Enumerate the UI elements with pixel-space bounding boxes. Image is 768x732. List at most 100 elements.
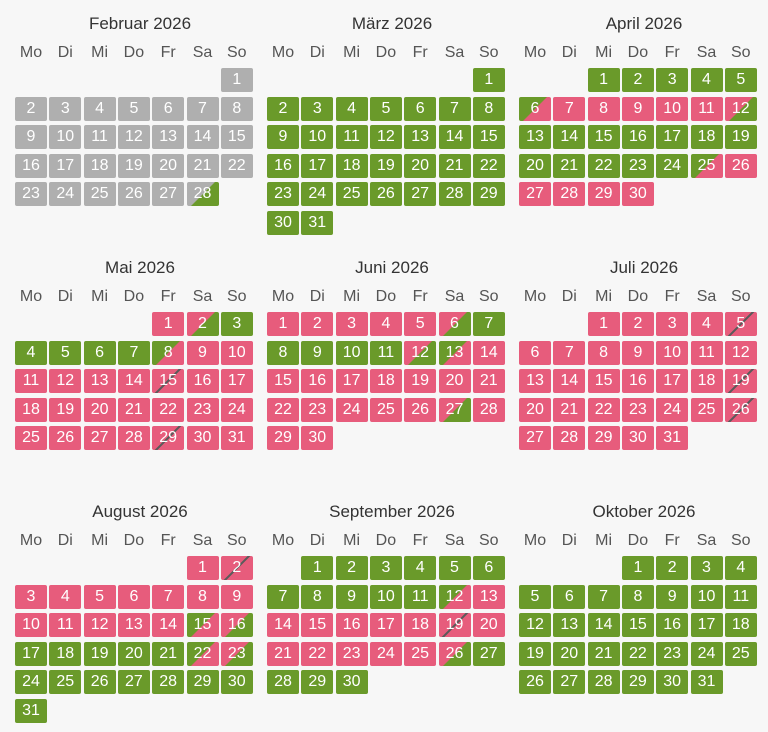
day-cell[interactable]: 6 bbox=[83, 340, 116, 365]
day-cell[interactable]: 29 bbox=[267, 426, 299, 450]
day-cell[interactable]: 21 bbox=[553, 397, 586, 422]
day-cell[interactable]: 25 bbox=[690, 153, 723, 178]
day-cell[interactable]: 22 bbox=[472, 153, 505, 178]
day-cell[interactable]: 29 bbox=[621, 670, 654, 694]
day-cell[interactable]: 15 bbox=[152, 369, 185, 393]
day-cell[interactable]: 14 bbox=[438, 125, 471, 149]
day-cell[interactable]: 23 bbox=[267, 182, 299, 206]
day-cell[interactable]: 30 bbox=[220, 670, 253, 694]
day-cell[interactable]: 3 bbox=[369, 556, 402, 580]
day-cell[interactable]: 24 bbox=[656, 397, 689, 422]
day-cell[interactable]: 10 bbox=[690, 584, 723, 609]
day-cell[interactable]: 19 bbox=[724, 125, 757, 149]
day-cell[interactable]: 3 bbox=[656, 312, 689, 336]
day-cell[interactable]: 31 bbox=[656, 426, 689, 450]
day-cell[interactable]: 22 bbox=[267, 397, 299, 422]
day-cell[interactable]: 15 bbox=[587, 369, 620, 393]
day-cell[interactable]: 27 bbox=[83, 426, 116, 450]
day-cell[interactable]: 13 bbox=[472, 584, 505, 609]
day-cell[interactable]: 3 bbox=[301, 96, 334, 121]
day-cell[interactable]: 17 bbox=[335, 369, 368, 393]
day-cell[interactable]: 13 bbox=[117, 613, 150, 637]
day-cell[interactable]: 25 bbox=[15, 426, 47, 450]
day-cell[interactable]: 29 bbox=[301, 670, 334, 694]
day-cell[interactable]: 17 bbox=[369, 613, 402, 637]
day-cell[interactable]: 20 bbox=[553, 641, 586, 666]
day-cell[interactable]: 30 bbox=[621, 426, 654, 450]
day-cell[interactable]: 12 bbox=[369, 125, 402, 149]
day-cell[interactable]: 10 bbox=[335, 340, 368, 365]
day-cell[interactable]: 26 bbox=[519, 670, 551, 694]
day-cell[interactable]: 4 bbox=[49, 584, 82, 609]
day-cell[interactable]: 14 bbox=[553, 369, 586, 393]
day-cell[interactable]: 15 bbox=[587, 125, 620, 149]
day-cell[interactable]: 28 bbox=[117, 426, 150, 450]
day-cell[interactable]: 23 bbox=[220, 641, 253, 666]
day-cell[interactable]: 4 bbox=[690, 68, 723, 92]
day-cell[interactable]: 19 bbox=[49, 397, 82, 422]
day-cell[interactable]: 7 bbox=[587, 584, 620, 609]
day-cell[interactable]: 1 bbox=[587, 312, 620, 336]
day-cell[interactable]: 22 bbox=[587, 153, 620, 178]
day-cell[interactable]: 20 bbox=[519, 153, 551, 178]
day-cell[interactable]: 12 bbox=[519, 613, 551, 637]
day-cell[interactable]: 15 bbox=[621, 613, 654, 637]
day-cell[interactable]: 11 bbox=[690, 96, 723, 121]
day-cell[interactable]: 15 bbox=[472, 125, 505, 149]
day-cell[interactable]: 22 bbox=[152, 397, 185, 422]
day-cell[interactable]: 20 bbox=[519, 397, 551, 422]
day-cell[interactable]: 1 bbox=[621, 556, 654, 580]
day-cell[interactable]: 11 bbox=[724, 584, 757, 609]
day-cell[interactable]: 31 bbox=[690, 670, 723, 694]
day-cell[interactable]: 20 bbox=[83, 397, 116, 422]
day-cell[interactable]: 16 bbox=[656, 613, 689, 637]
day-cell[interactable]: 31 bbox=[220, 426, 253, 450]
day-cell[interactable]: 7 bbox=[472, 312, 505, 336]
day-cell[interactable]: 9 bbox=[267, 125, 299, 149]
day-cell[interactable]: 2 bbox=[621, 68, 654, 92]
day-cell[interactable]: 1 bbox=[301, 556, 334, 580]
day-cell[interactable]: 5 bbox=[83, 584, 116, 609]
day-cell[interactable]: 7 bbox=[553, 96, 586, 121]
day-cell[interactable]: 28 bbox=[553, 182, 586, 206]
day-cell[interactable]: 16 bbox=[621, 125, 654, 149]
day-cell[interactable]: 14 bbox=[152, 613, 185, 637]
day-cell[interactable]: 18 bbox=[690, 125, 723, 149]
day-cell[interactable]: 27 bbox=[472, 641, 505, 666]
day-cell[interactable]: 9 bbox=[335, 584, 368, 609]
day-cell[interactable]: 21 bbox=[587, 641, 620, 666]
day-cell[interactable]: 6 bbox=[519, 96, 551, 121]
day-cell[interactable]: 9 bbox=[621, 340, 654, 365]
day-cell[interactable]: 17 bbox=[220, 369, 253, 393]
day-cell[interactable]: 24 bbox=[301, 182, 334, 206]
day-cell[interactable]: 10 bbox=[15, 613, 47, 637]
day-cell[interactable]: 29 bbox=[152, 426, 185, 450]
day-cell[interactable]: 16 bbox=[186, 369, 219, 393]
day-cell[interactable]: 14 bbox=[267, 613, 299, 637]
day-cell[interactable]: 2 bbox=[335, 556, 368, 580]
day-cell[interactable]: 5 bbox=[519, 584, 551, 609]
day-cell[interactable]: 29 bbox=[587, 426, 620, 450]
day-cell[interactable]: 11 bbox=[404, 584, 437, 609]
day-cell[interactable]: 28 bbox=[152, 670, 185, 694]
day-cell[interactable]: 8 bbox=[186, 584, 219, 609]
day-cell[interactable]: 10 bbox=[656, 96, 689, 121]
day-cell[interactable]: 3 bbox=[220, 312, 253, 336]
day-cell[interactable]: 5 bbox=[369, 96, 402, 121]
day-cell[interactable]: 5 bbox=[438, 556, 471, 580]
day-cell[interactable]: 11 bbox=[690, 340, 723, 365]
day-cell[interactable]: 23 bbox=[186, 397, 219, 422]
day-cell[interactable]: 22 bbox=[587, 397, 620, 422]
day-cell[interactable]: 4 bbox=[15, 340, 47, 365]
day-cell[interactable]: 18 bbox=[369, 369, 402, 393]
day-cell[interactable]: 17 bbox=[656, 125, 689, 149]
day-cell[interactable]: 26 bbox=[49, 426, 82, 450]
day-cell[interactable]: 28 bbox=[438, 182, 471, 206]
day-cell[interactable]: 24 bbox=[220, 397, 253, 422]
day-cell[interactable]: 25 bbox=[724, 641, 757, 666]
day-cell[interactable]: 1 bbox=[152, 312, 185, 336]
day-cell[interactable]: 19 bbox=[83, 641, 116, 666]
day-cell[interactable]: 23 bbox=[621, 153, 654, 178]
day-cell[interactable]: 12 bbox=[724, 340, 757, 365]
day-cell[interactable]: 23 bbox=[301, 397, 334, 422]
